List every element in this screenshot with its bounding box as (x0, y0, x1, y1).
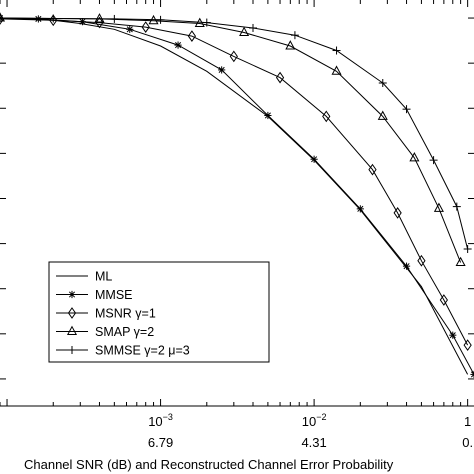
legend-entry-4: SMMSE γ=2 μ=3 (56, 344, 190, 358)
data-point-4-6 (290, 31, 299, 40)
legend: ML MMSE MSNR γ=1 SMAP γ=2 SMMSE γ=2 μ=3 (48, 261, 270, 363)
legend-marker-3 (66, 325, 78, 335)
legend-marker-2 (67, 307, 77, 319)
data-point-1-5 (218, 66, 226, 74)
legend-entry-1: MMSE (56, 288, 133, 302)
legend-label-0: ML (95, 270, 112, 284)
data-point-4-2 (110, 14, 119, 23)
legend-marker-4 (68, 346, 76, 354)
legend-label-3: SMAP γ=2 (95, 325, 154, 339)
data-point-1-11 (470, 370, 474, 379)
series-3 (0, 12, 466, 267)
legend-label-1: MMSE (95, 288, 133, 302)
data-point-4-0 (0, 14, 4, 23)
data-point-1-9 (402, 262, 411, 270)
legend-entry-3: SMAP γ=2 (56, 325, 154, 339)
x-axis-title: Channel SNR (dB) and Reconstructed Chann… (24, 457, 394, 472)
legend-marker-1 (68, 290, 76, 299)
data-point-2-5 (229, 50, 238, 63)
data-point-1-1 (34, 15, 42, 23)
series-line-3 (0, 17, 462, 263)
data-point-3-4 (239, 26, 250, 36)
data-point-3-5 (285, 40, 296, 50)
data-point-3-6 (331, 65, 342, 75)
legend-entry-0: ML (56, 270, 112, 284)
data-point-2-6 (275, 71, 285, 84)
data-point-1-10 (449, 331, 457, 339)
data-point-1-7 (310, 155, 318, 163)
x-tick-secondary-label-1: 4.31 (301, 435, 326, 450)
data-point-2-4 (187, 30, 197, 42)
legend-entry-2: MSNR γ=1 (56, 307, 156, 321)
series-0 (0, 17, 469, 375)
series-line-4 (0, 17, 469, 250)
data-point-3-8 (409, 152, 420, 162)
x-tick-label-2: 1 (464, 414, 471, 429)
data-point-4-12 (463, 245, 472, 254)
plot-area (0, 405, 474, 407)
legend-label-2: MSNR γ=1 (95, 307, 156, 321)
data-point-4-9 (402, 105, 411, 114)
data-point-3-1 (94, 13, 105, 23)
data-point-3-7 (377, 110, 388, 120)
data-point-2-11 (439, 294, 448, 306)
data-point-2-12 (463, 339, 472, 351)
series-line-0 (0, 17, 469, 375)
data-point-4-3 (156, 15, 165, 24)
y-axis-ticks (0, 17, 474, 380)
data-point-1-8 (356, 205, 364, 213)
data-point-4-4 (202, 18, 211, 27)
plot-frame (0, 405, 474, 407)
data-point-4-11 (452, 202, 461, 211)
x-tick-secondary-label-0: 6.79 (148, 435, 173, 450)
data-point-4-10 (429, 156, 438, 165)
data-point-2-2 (95, 16, 104, 29)
legend-items: ML MMSE MSNR γ=1 SMAP γ=2 SMMSE γ=2 μ=3 (56, 270, 190, 358)
series-layer (0, 12, 474, 379)
data-point-3-10 (455, 256, 466, 267)
data-point-4-8 (378, 79, 387, 88)
data-point-1-4 (174, 41, 182, 49)
data-point-4-1 (49, 14, 58, 23)
data-point-3-9 (433, 202, 444, 212)
data-point-2-10 (417, 254, 426, 267)
data-point-2-9 (393, 207, 402, 219)
series-4 (0, 14, 472, 254)
data-point-2-8 (368, 163, 377, 176)
data-point-4-5 (249, 23, 258, 32)
data-point-3-0 (0, 12, 6, 22)
x-axis-ticks: 10−3 6.79 10−2 4.31 1 0. (0, 0, 473, 450)
legend-label-4: SMMSE γ=2 μ=3 (95, 344, 190, 358)
x-tick-label-1: 10−2 (302, 412, 327, 429)
data-point-4-7 (332, 46, 341, 55)
series-line-2 (0, 18, 469, 346)
x-tick-label-0: 10−3 (148, 412, 173, 429)
data-point-2-7 (322, 110, 331, 123)
x-tick-secondary-label-2: 0. (462, 435, 473, 450)
data-point-2-3 (141, 21, 150, 33)
legend-box (48, 261, 270, 363)
data-point-1-3 (126, 25, 134, 33)
data-point-1-6 (264, 111, 272, 120)
